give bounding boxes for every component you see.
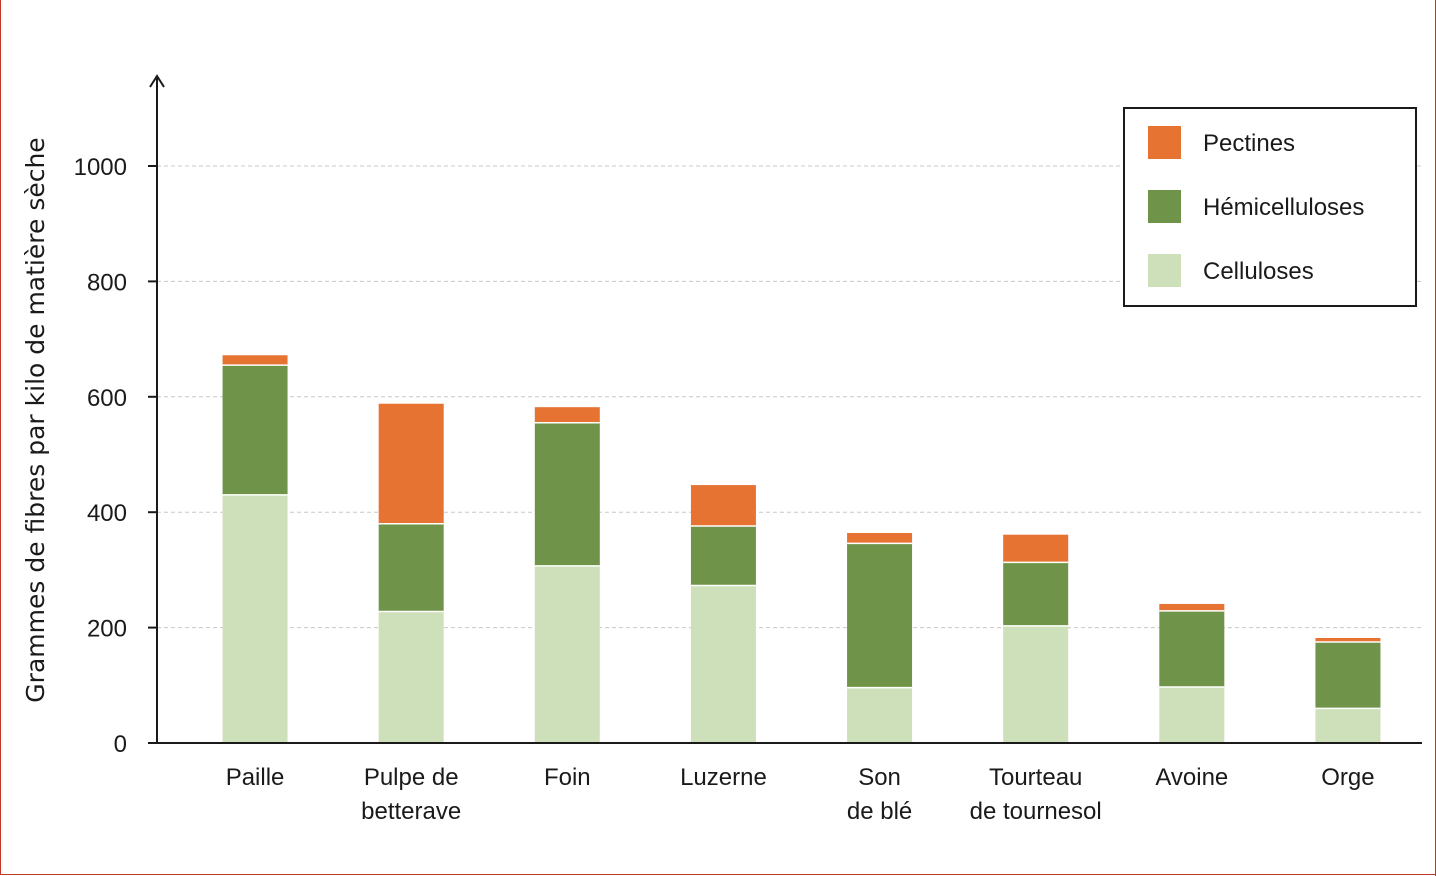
bar-segment-pectines — [1003, 534, 1069, 563]
bar-segment-pectines — [1315, 637, 1381, 643]
legend-swatch-celluloses — [1148, 254, 1181, 287]
y-tick-label: 400 — [87, 500, 127, 527]
y-ticks: 0 200 400 600 800 1000 — [74, 154, 157, 758]
y-tick-label: 1000 — [74, 154, 127, 181]
bar-segment-hémicelluloses — [847, 543, 913, 688]
x-tick-label: Pulpe de — [364, 764, 459, 791]
x-tick-label: de blé — [847, 798, 912, 825]
y-tick-label: 0 — [114, 731, 127, 758]
bar-segment-pectines — [690, 485, 756, 527]
y-tick-label: 600 — [87, 385, 127, 412]
legend-swatch-hémicelluloses — [1148, 190, 1181, 223]
grid-lines — [157, 165, 1422, 629]
bar-segment-hémicelluloses — [378, 523, 444, 612]
x-tick-label: Son — [858, 764, 901, 791]
bar-segment-pectines — [222, 355, 288, 366]
y-tick-label: 200 — [87, 616, 127, 643]
legend-swatch-pectines — [1148, 126, 1181, 159]
bar-segment-pectines — [534, 407, 600, 423]
bar-segment-celluloses — [378, 611, 444, 743]
x-tick-label: de tournesol — [970, 798, 1102, 825]
bar-segment-celluloses — [690, 585, 756, 743]
legend-label: Pectines — [1203, 130, 1295, 157]
y-axis-arrow-icon — [149, 74, 165, 88]
legend-label: Hémicelluloses — [1203, 194, 1364, 221]
bar-segment-hémicelluloses — [534, 422, 600, 566]
bar-segment-celluloses — [222, 494, 288, 743]
bar-segment-hémicelluloses — [690, 526, 756, 586]
bar-segment-pectines — [847, 532, 913, 544]
bar-segment-hémicelluloses — [222, 365, 288, 495]
x-tick-label: Luzerne — [680, 764, 767, 791]
x-tick-label: Paille — [226, 764, 285, 791]
bar-segment-celluloses — [1159, 687, 1225, 743]
x-tick-labels: Paille Pulpe de betterave Foin Luzerne Son de … — [226, 764, 1375, 825]
y-axis-label: Grammes de fibres par kilo de matière sè… — [21, 137, 50, 702]
bar-segment-pectines — [378, 403, 444, 524]
bar-segment-hémicelluloses — [1003, 562, 1069, 626]
bar-segment-celluloses — [847, 687, 913, 743]
axes — [148, 74, 1422, 744]
bar-segment-hémicelluloses — [1315, 642, 1381, 709]
x-tick-label: Orge — [1321, 764, 1374, 791]
bar-segment-celluloses — [1003, 625, 1069, 743]
y-tick-label: 800 — [87, 269, 127, 296]
bar-segment-hémicelluloses — [1159, 610, 1225, 688]
bar-segment-pectines — [1159, 603, 1225, 611]
bars — [222, 355, 1381, 743]
x-tick-label: Avoine — [1155, 764, 1228, 791]
x-tick-label: Foin — [544, 764, 591, 791]
legend-label: Celluloses — [1203, 258, 1314, 285]
x-tick-label: Tourteau — [989, 764, 1082, 791]
x-tick-label: betterave — [361, 798, 461, 825]
bar-segment-celluloses — [534, 565, 600, 743]
bar-segment-celluloses — [1315, 708, 1381, 743]
legend: Pectines Hémicelluloses Celluloses — [1123, 107, 1417, 307]
